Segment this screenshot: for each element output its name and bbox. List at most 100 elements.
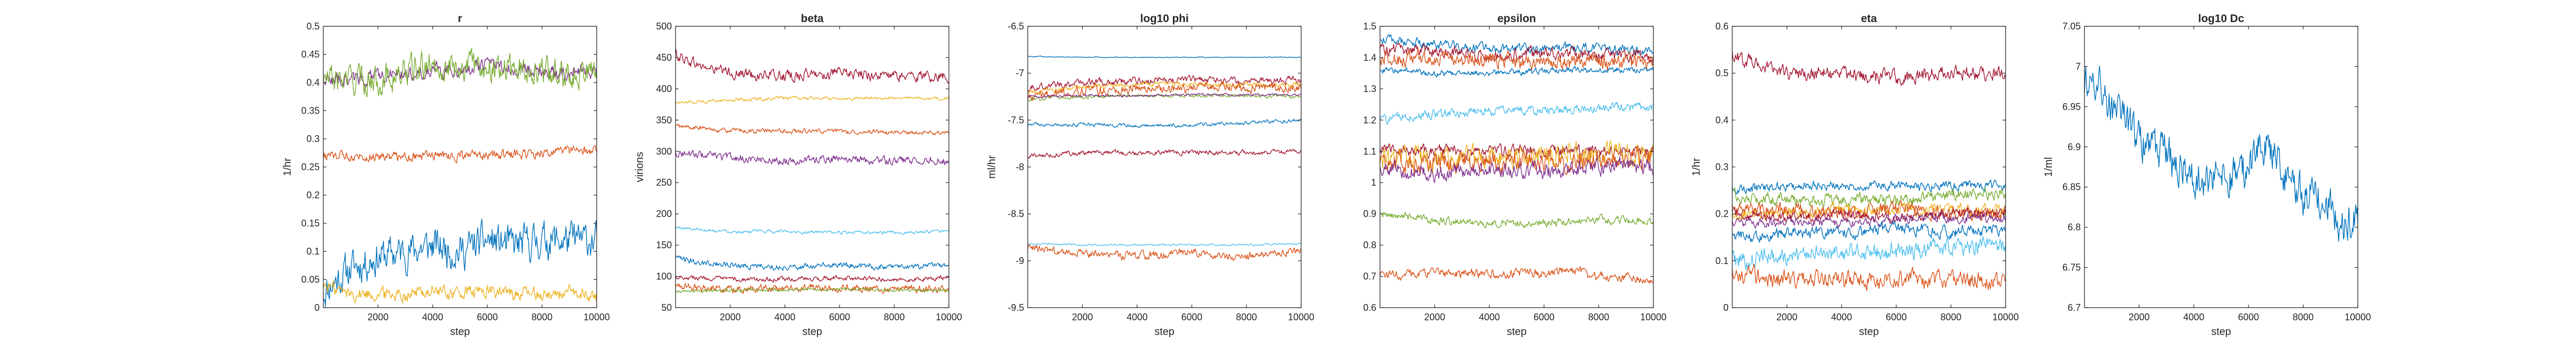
y-tick-label: 0.3 bbox=[1715, 162, 1729, 172]
series-line bbox=[1028, 75, 1301, 92]
y-tick-label: 100 bbox=[656, 271, 672, 282]
x-tick-label: 2000 bbox=[1776, 312, 1797, 322]
series-line bbox=[1028, 93, 1301, 98]
x-axis-label: step bbox=[1507, 326, 1527, 338]
y-tick-label: 0.6 bbox=[1363, 302, 1376, 313]
y-axis-label: virions bbox=[634, 152, 646, 182]
series-line bbox=[676, 255, 949, 271]
x-tick-label: 10000 bbox=[936, 312, 962, 322]
y-tick-label: 0.05 bbox=[301, 275, 320, 285]
series-line bbox=[1380, 102, 1653, 125]
y-tick-label: 6.75 bbox=[2062, 262, 2081, 273]
series-line bbox=[1380, 211, 1653, 228]
chart-title: epsilon bbox=[1497, 13, 1536, 25]
chart-panel: 2000 4000 6000 8000 10000 0 0.05 0.1 0.15 0.2 0.25… bbox=[282, 13, 610, 338]
x-tick-label: 2000 bbox=[1424, 312, 1445, 322]
x-tick-label: 4000 bbox=[1831, 312, 1852, 322]
series-line bbox=[676, 275, 949, 283]
y-tick-label: 250 bbox=[656, 177, 672, 188]
y-axis-label: 1/hr bbox=[282, 158, 293, 176]
chart-title: eta bbox=[1861, 13, 1877, 25]
x-tick-label: 8000 bbox=[1236, 312, 1257, 322]
y-tick-label: 1.3 bbox=[1363, 84, 1376, 94]
series-line bbox=[676, 149, 949, 166]
series-line bbox=[676, 49, 949, 84]
y-tick-label: 400 bbox=[656, 84, 672, 94]
y-tick-label: 0.4 bbox=[1715, 115, 1729, 125]
x-tick-label: 8000 bbox=[1940, 312, 1961, 322]
y-tick-label: -7.5 bbox=[1008, 115, 1024, 125]
y-tick-label: 0.5 bbox=[306, 21, 320, 32]
y-tick-label: 50 bbox=[661, 302, 672, 313]
chart-title: log10 Dc bbox=[2198, 13, 2244, 25]
y-axis-label: 1/hr bbox=[1691, 158, 1702, 176]
x-tick-label: 2000 bbox=[2129, 312, 2150, 322]
series-line bbox=[1028, 55, 1301, 58]
chart-panel: 2000 4000 6000 8000 10000 50 100 150 200 250 300 35… bbox=[634, 13, 962, 338]
y-tick-label: 450 bbox=[656, 52, 672, 63]
y-tick-label: 0.1 bbox=[306, 246, 320, 257]
series-line bbox=[1732, 236, 2006, 270]
y-tick-label: 0.45 bbox=[301, 49, 320, 60]
series-line bbox=[676, 287, 949, 293]
x-tick-label: 2000 bbox=[720, 312, 741, 322]
series-line bbox=[2084, 66, 2358, 242]
y-axis-label: ml/hr bbox=[986, 155, 998, 179]
x-axis-label: step bbox=[802, 326, 822, 338]
series-line bbox=[1028, 80, 1301, 95]
chart-title: r bbox=[458, 13, 462, 25]
y-tick-label: 0.5 bbox=[1715, 68, 1729, 78]
y-tick-label: 6.7 bbox=[2068, 302, 2081, 313]
x-tick-label: 6000 bbox=[1181, 312, 1202, 322]
series-line bbox=[1380, 266, 1653, 284]
y-tick-label: 200 bbox=[656, 209, 672, 219]
x-axis-label: step bbox=[2211, 326, 2231, 338]
series-line bbox=[1732, 211, 2006, 229]
chart-title: log10 phi bbox=[1140, 13, 1189, 25]
x-tick-label: 4000 bbox=[422, 312, 443, 322]
y-tick-label: 7.05 bbox=[2062, 21, 2081, 32]
series-line bbox=[1028, 118, 1301, 128]
x-tick-label: 10000 bbox=[584, 312, 610, 322]
y-tick-label: 0.4 bbox=[306, 77, 320, 88]
y-tick-label: 0.9 bbox=[1363, 209, 1376, 219]
x-tick-label: 2000 bbox=[1072, 312, 1093, 322]
series-line bbox=[1028, 244, 1301, 261]
y-tick-label: 0.1 bbox=[1715, 256, 1729, 266]
series-line bbox=[1028, 149, 1301, 159]
y-tick-label: 6.95 bbox=[2062, 102, 2081, 112]
series-line bbox=[676, 124, 949, 135]
y-tick-label: 1 bbox=[1371, 177, 1376, 188]
series-line bbox=[1380, 140, 1653, 174]
y-tick-label: 1.4 bbox=[1363, 52, 1376, 63]
plot-frame bbox=[2084, 26, 2358, 308]
x-tick-label: 8000 bbox=[2293, 312, 2314, 322]
series-line bbox=[1028, 242, 1301, 247]
x-tick-label: 6000 bbox=[477, 312, 498, 322]
series-line bbox=[1380, 157, 1653, 183]
series-line bbox=[1732, 187, 2006, 208]
y-tick-label: 6.9 bbox=[2068, 141, 2081, 152]
y-tick-label: -6.5 bbox=[1008, 21, 1024, 32]
y-tick-label: 0.6 bbox=[1715, 21, 1729, 32]
x-tick-label: 4000 bbox=[1127, 312, 1148, 322]
chart-title: beta bbox=[801, 13, 824, 25]
series-line bbox=[1380, 66, 1653, 78]
series-line bbox=[676, 96, 949, 104]
y-tick-label: 0.8 bbox=[1363, 240, 1376, 250]
x-tick-label: 10000 bbox=[2345, 312, 2371, 322]
x-axis-label: step bbox=[1859, 326, 1879, 338]
series-line bbox=[1732, 179, 2006, 195]
x-tick-label: 6000 bbox=[1886, 312, 1907, 322]
plot-frame bbox=[675, 26, 949, 308]
series-line bbox=[1732, 221, 2006, 243]
y-tick-label: 6.8 bbox=[2068, 222, 2081, 232]
y-tick-label: 0.2 bbox=[1715, 209, 1729, 219]
y-tick-label: 0.3 bbox=[306, 134, 320, 144]
y-tick-label: 1.5 bbox=[1363, 21, 1376, 32]
y-tick-label: -9 bbox=[1016, 256, 1024, 266]
series-line bbox=[1732, 51, 2006, 86]
x-tick-label: 10000 bbox=[1992, 312, 2019, 322]
y-tick-label: 0 bbox=[314, 302, 320, 313]
